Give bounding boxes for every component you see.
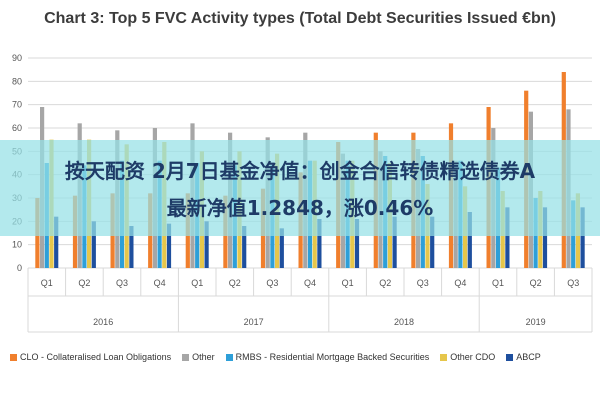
- y-tick-label: 60: [12, 123, 22, 133]
- x-tick-label: Q3: [266, 278, 278, 288]
- bar-abcp: [580, 207, 585, 268]
- x-tick-label: Q2: [229, 278, 241, 288]
- legend-label: Other CDO: [450, 352, 496, 362]
- legend-item: Other: [182, 352, 215, 362]
- year-label: 2019: [526, 317, 546, 327]
- legend-swatch: [225, 353, 233, 361]
- bar-abcp: [317, 219, 322, 268]
- y-tick-label: 0: [17, 263, 22, 273]
- x-tick-label: Q4: [454, 278, 466, 288]
- legend-swatch: [10, 353, 17, 361]
- x-tick-label: Q2: [78, 278, 90, 288]
- x-tick-label: Q1: [41, 278, 53, 288]
- bar-abcp: [129, 226, 134, 268]
- x-tick-label: Q2: [379, 278, 391, 288]
- legend-label: CLO - Collateralised Loan Obligations: [20, 352, 172, 362]
- year-label: 2017: [244, 317, 264, 327]
- bar-abcp: [354, 219, 360, 268]
- legend-label: Other: [192, 352, 215, 362]
- legend-label: RMBS - Residential Mortgage Backed Secur…: [235, 352, 430, 362]
- legend-item: RMBS - Residential Mortgage Backed Secur…: [225, 352, 430, 362]
- legend-swatch: [440, 353, 448, 361]
- legend-item: ABCP: [506, 352, 541, 362]
- bar-abcp: [505, 207, 510, 268]
- news-banner[interactable]: 按天配资 2月7日基金净值：创金合信转债精选债券A 最新净值1.2848，涨0.…: [0, 140, 600, 236]
- y-tick-label: 10: [12, 240, 22, 250]
- bar-abcp: [542, 207, 548, 268]
- year-label: 2016: [93, 317, 113, 327]
- x-tick-label: Q4: [154, 278, 166, 288]
- legend-label: ABCP: [516, 352, 541, 362]
- bar-abcp: [430, 216, 435, 268]
- x-tick-label: Q1: [342, 278, 354, 288]
- banner-headline: 按天配资 2月7日基金净值：创金合信转债精选债券A: [64, 159, 536, 183]
- y-tick-label: 70: [12, 100, 22, 110]
- y-tick-label: 80: [12, 76, 22, 86]
- x-tick-label: Q1: [191, 278, 203, 288]
- banner-subline: 最新净值1.2848，涨0.46%: [166, 196, 434, 220]
- x-tick-label: Q3: [116, 278, 128, 288]
- bar-abcp: [279, 228, 284, 268]
- x-tick-label: Q3: [417, 278, 429, 288]
- x-tick-label: Q4: [304, 278, 316, 288]
- bar-abcp: [91, 221, 96, 268]
- chart-legend: CLO - Collateralised Loan Obligations Oth…: [10, 352, 595, 362]
- chart-title: Chart 3: Top 5 FVC Activity types (Total…: [44, 10, 556, 27]
- legend-swatch: [182, 353, 190, 361]
- bar-abcp: [392, 216, 397, 268]
- legend-item: Other CDO: [440, 352, 495, 362]
- legend-item: CLO - Collateralised Loan Obligations: [10, 352, 171, 362]
- bar-abcp: [166, 223, 172, 268]
- bar-abcp: [467, 212, 472, 268]
- year-label: 2018: [394, 317, 414, 327]
- bar-abcp: [204, 221, 209, 268]
- legend-swatch: [506, 353, 514, 361]
- bar-abcp: [54, 216, 59, 268]
- y-tick-label: 90: [12, 53, 22, 63]
- x-tick-label: Q3: [567, 278, 579, 288]
- x-tick-label: Q2: [530, 278, 542, 288]
- bar-abcp: [242, 226, 247, 268]
- x-tick-label: Q1: [492, 278, 504, 288]
